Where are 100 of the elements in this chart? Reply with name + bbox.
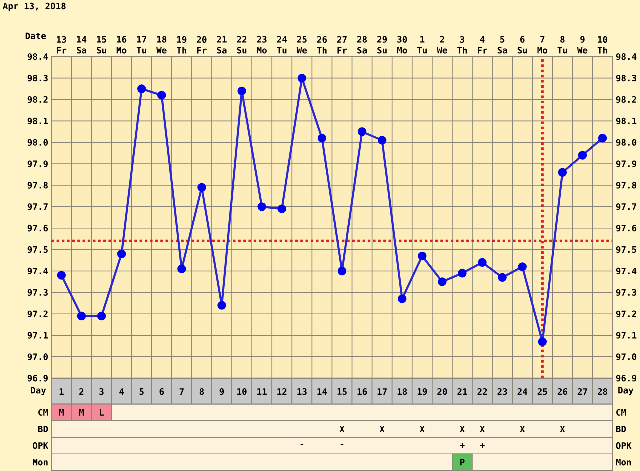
text: - — [300, 444, 304, 446]
x-tick-label: 7 — [180, 388, 184, 395]
x-tick-label: 24 — [518, 388, 528, 395]
x2-tick-label: 13 Fr — [57, 36, 67, 54]
y-tick-label: 98.3 — [28, 74, 48, 82]
point — [598, 134, 608, 143]
point — [458, 268, 467, 278]
y2-tick-label: 98.4 — [616, 53, 637, 60]
y2-tick-label: 98.3 — [616, 74, 637, 82]
point — [438, 278, 447, 286]
x2-tick-label: 29 Su — [378, 36, 388, 54]
y-tick-label: OPK — [33, 442, 48, 450]
x2-tick-label: 25 We — [296, 36, 308, 54]
x-tick-label: 23 — [498, 388, 508, 396]
x2-tick-label: 20 Fr — [197, 36, 207, 54]
text: M — [79, 409, 84, 416]
y2-tick-label: 97.1 — [616, 332, 637, 339]
text: X — [520, 426, 526, 432]
point — [278, 204, 286, 214]
y2-tick-label: 97.0 — [616, 354, 637, 360]
point — [198, 183, 206, 192]
point — [178, 264, 186, 274]
point — [578, 151, 588, 160]
x2-tick-label: 23 Mo — [257, 36, 267, 54]
x2-tick-label: 9 We — [577, 36, 588, 54]
x2-tick-label: 30 Mo — [397, 36, 408, 54]
x-tick-label: 18 — [398, 388, 408, 396]
text: X — [560, 426, 566, 432]
point — [558, 168, 568, 177]
point — [318, 134, 327, 143]
y2-tick-label: CM — [616, 409, 626, 416]
point — [398, 294, 407, 304]
y2-tick-label: 98.2 — [616, 96, 636, 104]
x-tick-label: 11 — [258, 388, 267, 395]
x2-tick-label: 17 Tu — [136, 36, 146, 54]
y-tick-label: 97.2 — [28, 310, 48, 318]
point — [538, 338, 548, 346]
x-tick-label: 20 — [438, 388, 448, 396]
y-tick-label: 97.8 — [28, 182, 48, 189]
x2-tick-label: 19 Th — [177, 36, 187, 54]
text: X — [420, 426, 425, 432]
x2-tick-label: 27 Fr — [337, 36, 348, 54]
point — [218, 301, 226, 310]
x-tick-label: 26 — [558, 388, 568, 396]
y2-tick-label: OPK — [616, 442, 632, 450]
text: M — [59, 409, 64, 416]
x-tick-label: 5 — [140, 388, 144, 395]
y-tick-label: 97.1 — [28, 332, 48, 339]
point — [418, 252, 427, 261]
x2-tick-label: 1 Tu — [418, 36, 427, 54]
y2-tick-label: 97.4 — [616, 268, 637, 274]
y2-tick-label: 98.1 — [616, 118, 637, 124]
point — [57, 271, 66, 280]
y-tick-label: 97.5 — [28, 246, 48, 254]
x-tick-label: 4 — [120, 388, 124, 395]
text: Day — [618, 387, 634, 396]
x2-tick-label: 15 Su — [97, 36, 106, 54]
y2-tick-label: 97.5 — [616, 246, 636, 254]
y-tick-label: 97.6 — [28, 224, 48, 232]
y-tick-label: 97.0 — [28, 354, 48, 360]
point — [77, 312, 86, 321]
x2-axis-title: Date — [26, 32, 46, 40]
x2-tick-label: 10 Th — [598, 36, 608, 54]
x-axis-title: Day — [31, 387, 46, 396]
y2-tick-label: 97.8 — [616, 182, 637, 189]
text: + — [460, 443, 465, 448]
text: X — [340, 426, 345, 432]
text: - — [340, 444, 344, 446]
point — [298, 74, 307, 83]
x-tick-label: 28 — [598, 388, 608, 396]
x2-tick-label: 21 Sa — [217, 36, 227, 54]
x-tick-label: 9 — [220, 388, 224, 396]
x-tick-label: 17 — [378, 388, 387, 395]
x-tick-label: 14 — [318, 388, 328, 395]
y2-tick-label: BD — [616, 426, 626, 432]
x-tick-label: 21 — [458, 388, 468, 395]
x-tick-label: 3 — [100, 388, 104, 396]
point — [518, 262, 527, 272]
y2-tick-label: 96.9 — [616, 375, 637, 382]
x2-tick-label: 6 Su — [518, 36, 528, 54]
y2-tick-label: 97.3 — [616, 289, 637, 296]
y-tick-label: BD — [38, 426, 48, 432]
point — [478, 258, 487, 267]
y-tick-label: 97.9 — [28, 160, 48, 168]
x2-tick-label: 7 Mo — [538, 36, 548, 54]
x2-tick-label: 28 Sa — [357, 36, 368, 54]
y-tick-label: 97.7 — [28, 204, 48, 210]
y-tick-label: CM — [38, 409, 48, 416]
x2-tick-label: 5 Sa — [498, 36, 508, 54]
y-tick-label: 98.1 — [28, 118, 48, 124]
x2-tick-label: 26 Th — [317, 36, 328, 54]
point — [238, 86, 246, 96]
y2-tick-label: 97.9 — [616, 160, 637, 168]
x-tick-label: 10 — [238, 388, 247, 396]
point — [358, 127, 367, 136]
x2-tick-label: 8 Tu — [558, 36, 568, 54]
x-tick-label: 6 — [160, 388, 164, 396]
point — [258, 202, 266, 212]
y-tick-label: 97.4 — [28, 268, 48, 274]
text: X — [460, 426, 466, 432]
